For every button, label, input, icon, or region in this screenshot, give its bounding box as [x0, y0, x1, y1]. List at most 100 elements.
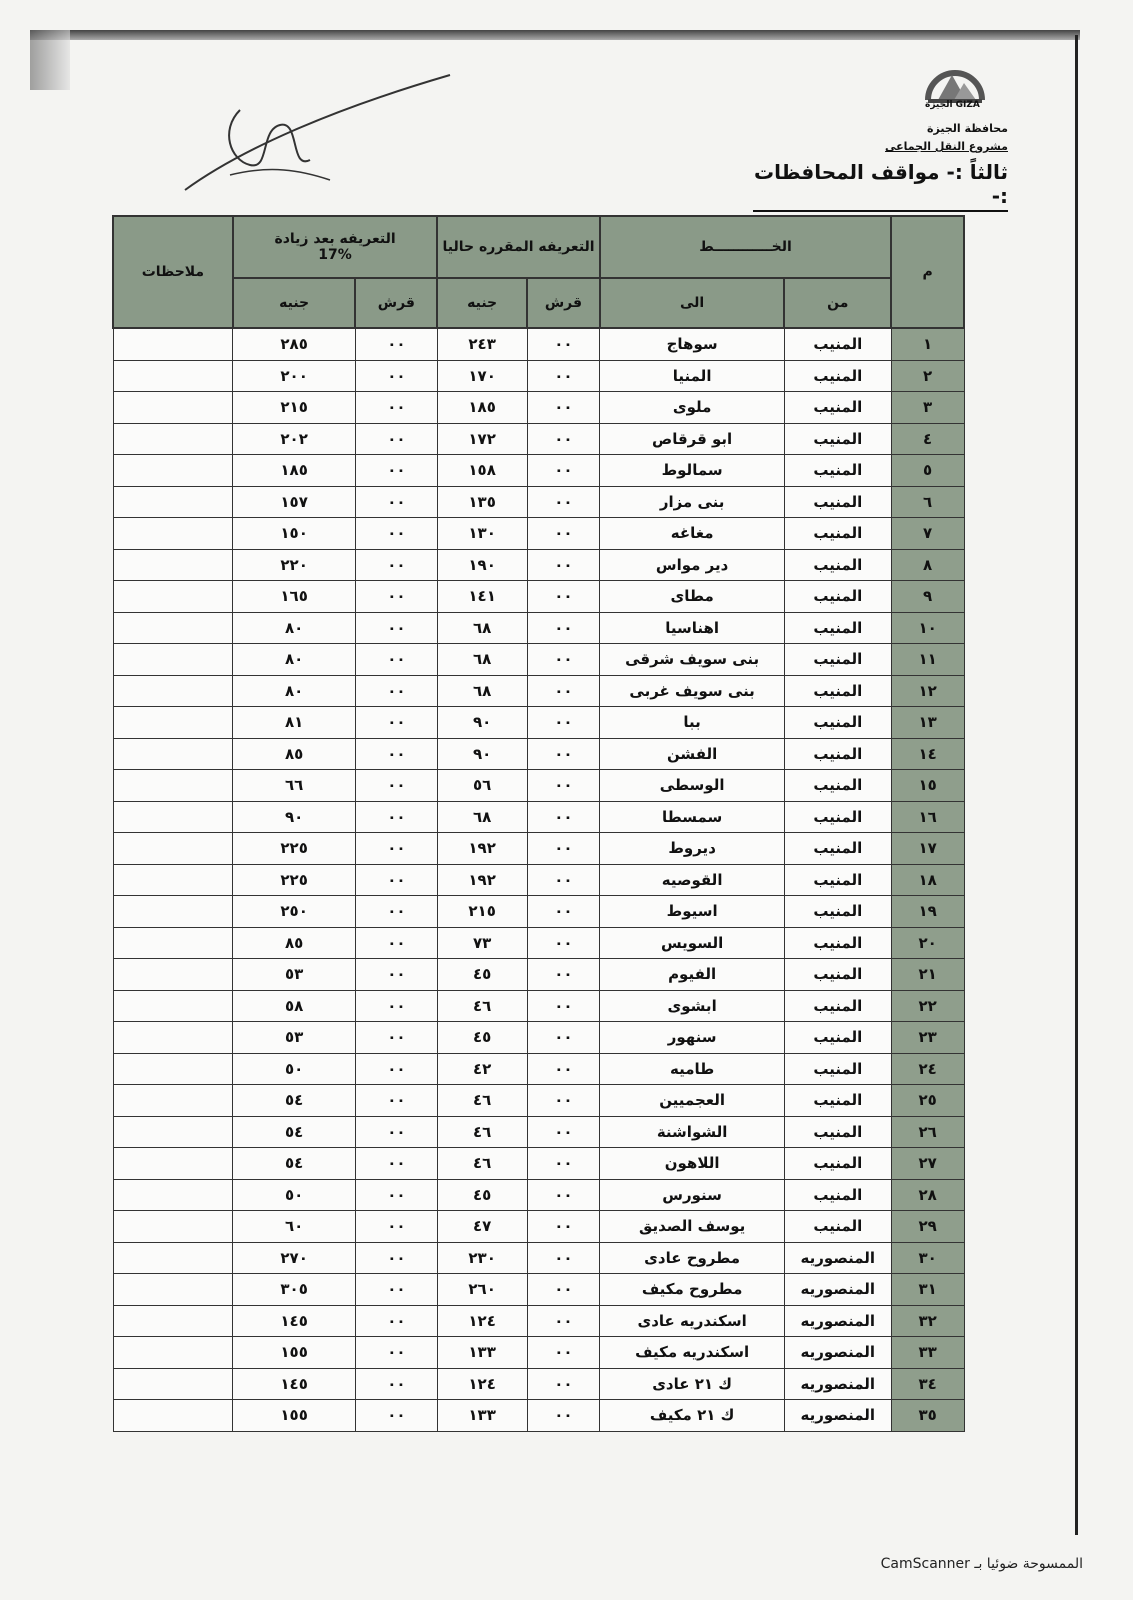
row-number: ٦: [890, 485, 965, 518]
new-piaster: ٠٠: [354, 517, 438, 550]
row-number: ١: [890, 327, 965, 361]
current-piaster: ٠٠: [526, 391, 601, 424]
new-pound: ١٥٧: [232, 485, 356, 518]
notes-cell: [112, 1367, 234, 1400]
new-piaster: ٠٠: [354, 485, 438, 518]
header-new-fare-label: التعريفه بعد زيادة: [274, 231, 396, 247]
notes-cell: [112, 517, 234, 550]
to-cell: اسيوط: [599, 895, 785, 928]
notes-cell: [112, 1021, 234, 1054]
notes-cell: [112, 327, 234, 361]
current-pound: ٢٦٠: [436, 1273, 528, 1306]
row-number: ٣٥: [890, 1399, 965, 1432]
new-piaster: ٠٠: [354, 1084, 438, 1117]
from-cell: المنصوريه: [783, 1273, 892, 1306]
fares-table: م الخــــــــــــط التعريفه المقرره حالي…: [112, 215, 965, 1432]
row-number: ١٦: [890, 800, 965, 833]
table-row: ١٦ المنيب سمسطا ٠٠ ٦٨ ٠٠ ٩٠: [112, 800, 965, 833]
notes-cell: [112, 1052, 234, 1085]
header-line: الخــــــــــــط: [598, 215, 893, 279]
current-pound: ١٣٠: [436, 517, 528, 550]
signature: [184, 74, 451, 191]
current-piaster: ٠٠: [526, 832, 601, 865]
new-piaster: ٠٠: [354, 706, 438, 739]
new-piaster: ٠٠: [354, 737, 438, 770]
from-cell: المنيب: [783, 1178, 892, 1211]
scan-shadow: [30, 30, 70, 90]
new-piaster: ٠٠: [354, 391, 438, 424]
current-piaster: ٠٠: [526, 359, 601, 392]
table-row: ٣٤ المنصوريه ك ٢١ عادى ٠٠ ١٢٤ ٠٠ ١٤٥: [112, 1367, 965, 1400]
current-pound: ٤٥: [436, 1178, 528, 1211]
to-cell: الفيوم: [599, 958, 785, 991]
current-pound: ٤٦: [436, 1147, 528, 1180]
notes-cell: [112, 800, 234, 833]
current-piaster: ٠٠: [526, 863, 601, 896]
current-piaster: ٠٠: [526, 1115, 601, 1148]
current-piaster: ٠٠: [526, 1052, 601, 1085]
to-cell: ابشوى: [599, 989, 785, 1022]
row-number: ٢٣: [890, 1021, 965, 1054]
header-new-pound: جنيه: [231, 277, 357, 329]
row-number: ١٥: [890, 769, 965, 802]
new-pound: ٥٣: [232, 1021, 356, 1054]
from-cell: المنصوريه: [783, 1304, 892, 1337]
from-cell: المنيب: [783, 359, 892, 392]
row-number: ٢٦: [890, 1115, 965, 1148]
new-pound: ٥٠: [232, 1052, 356, 1085]
to-cell: اسكندريه مكيف: [599, 1336, 785, 1369]
table-row: ٢٧ المنيب اللاهون ٠٠ ٤٦ ٠٠ ٥٤: [112, 1147, 965, 1180]
row-number: ١٣: [890, 706, 965, 739]
new-piaster: ٠٠: [354, 674, 438, 707]
notes-cell: [112, 1084, 234, 1117]
new-piaster: ٠٠: [354, 548, 438, 581]
to-cell: مطاى: [599, 580, 785, 613]
header-new-fare-pct: 17%: [318, 247, 352, 263]
to-cell: طاميه: [599, 1052, 785, 1085]
to-cell: بنى مزار: [599, 485, 785, 518]
from-cell: المنيب: [783, 863, 892, 896]
to-cell: دير مواس: [599, 548, 785, 581]
row-number: ٣٠: [890, 1241, 965, 1274]
to-cell: السويس: [599, 926, 785, 959]
notes-cell: [112, 580, 234, 613]
notes-cell: [112, 1178, 234, 1211]
row-number: ٢٥: [890, 1084, 965, 1117]
current-pound: ٢٤٣: [436, 327, 528, 361]
notes-cell: [112, 643, 234, 676]
new-pound: ٢٥٠: [232, 895, 356, 928]
row-number: ١٨: [890, 863, 965, 896]
row-number: ٣٤: [890, 1367, 965, 1400]
current-piaster: ٠٠: [526, 1273, 601, 1306]
current-pound: ١٧٢: [436, 422, 528, 455]
new-piaster: ٠٠: [354, 1304, 438, 1337]
new-piaster: ٠٠: [354, 1210, 438, 1243]
to-cell: ديروط: [599, 832, 785, 865]
to-cell: القوصيه: [599, 863, 785, 896]
notes-cell: [112, 548, 234, 581]
current-pound: ٤٧: [436, 1210, 528, 1243]
current-piaster: ٠٠: [526, 1241, 601, 1274]
current-pound: ١٣٥: [436, 485, 528, 518]
new-pound: ١٥٠: [232, 517, 356, 550]
header-current-fare: التعريفه المقرره حاليا: [436, 215, 601, 279]
to-cell: سنورس: [599, 1178, 785, 1211]
to-cell: اسكندريه عادى: [599, 1304, 785, 1337]
row-number: ٢٤: [890, 1052, 965, 1085]
from-cell: المنصوريه: [783, 1367, 892, 1400]
new-piaster: ٠٠: [354, 1178, 438, 1211]
to-cell: بنى سويف غربى: [599, 674, 785, 707]
table-row: ١٤ المنيب الفشن ٠٠ ٩٠ ٠٠ ٨٥: [112, 737, 965, 770]
row-number: ٣١: [890, 1273, 965, 1306]
row-number: ١٠: [890, 611, 965, 644]
new-pound: ٥٠: [232, 1178, 356, 1211]
notes-cell: [112, 706, 234, 739]
new-piaster: ٠٠: [354, 832, 438, 865]
table-row: ١ المنيب سوهاج ٠٠ ٢٤٣ ٠٠ ٢٨٥: [112, 327, 965, 361]
table-row: ١٧ المنيب ديروط ٠٠ ١٩٢ ٠٠ ٢٢٥: [112, 832, 965, 865]
new-pound: ٨٠: [232, 611, 356, 644]
current-piaster: ٠٠: [526, 327, 601, 361]
logo-text: GIZA الجيزة: [925, 100, 980, 110]
new-pound: ٨٥: [232, 737, 356, 770]
current-pound: ٢٣٠: [436, 1241, 528, 1274]
